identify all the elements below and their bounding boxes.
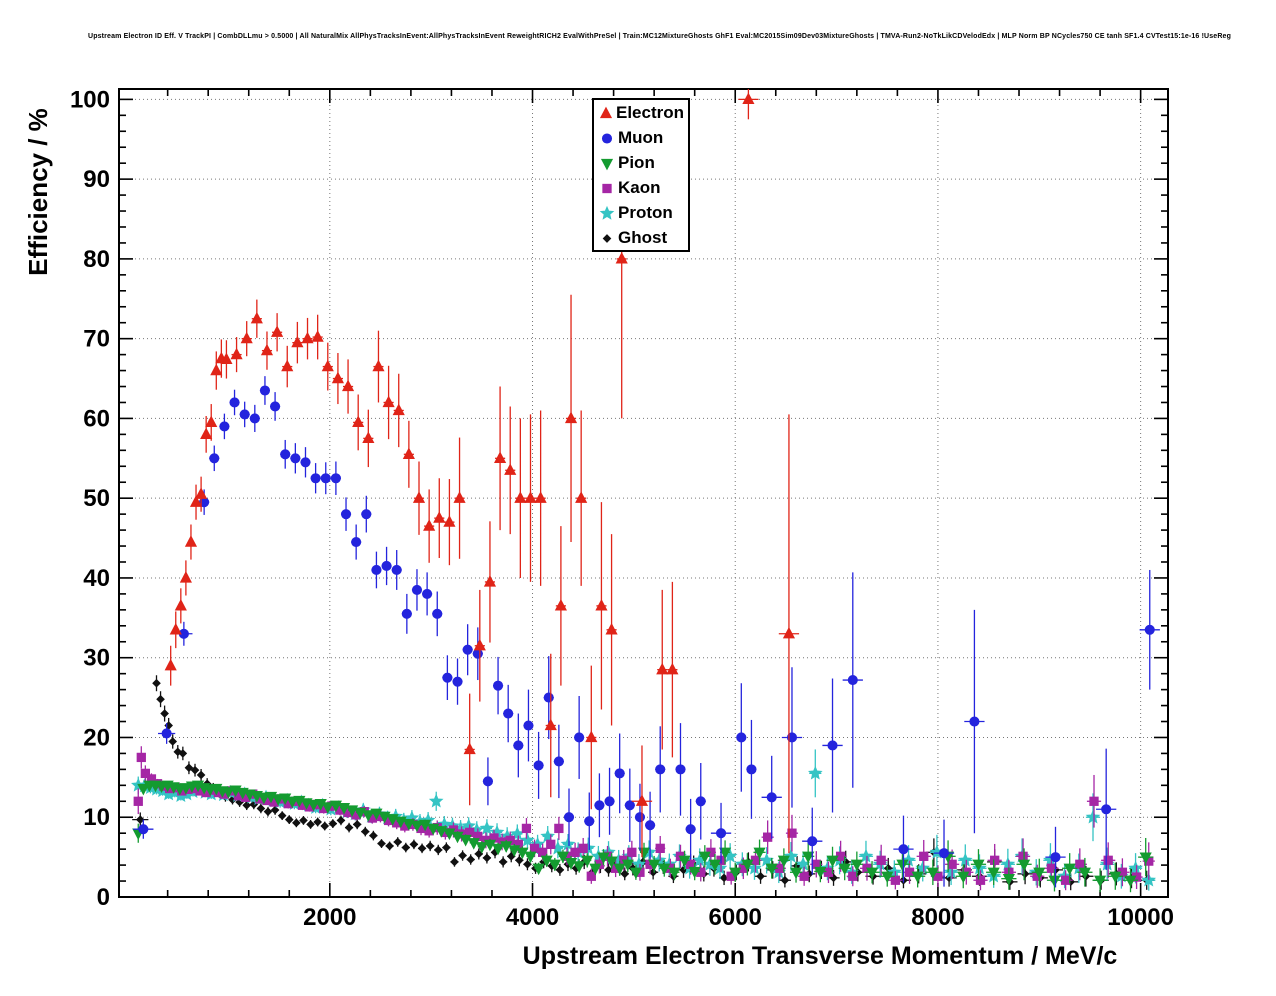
series-muon [133, 376, 1160, 888]
svg-text:20: 20 [83, 724, 110, 751]
svg-text:2000: 2000 [303, 904, 356, 931]
legend-label: Muon [618, 127, 664, 147]
muon-marker-icon [596, 128, 618, 148]
svg-text:40: 40 [83, 565, 110, 592]
legend-item-pion: Pion [594, 150, 688, 175]
svg-text:4000: 4000 [506, 904, 559, 931]
svg-text:80: 80 [83, 246, 110, 273]
legend-label: Ghost [618, 227, 668, 247]
kaon-marker-icon [596, 178, 618, 198]
proton-marker-icon [596, 203, 618, 223]
legend-item-proton: Proton [594, 200, 688, 225]
svg-text:60: 60 [83, 405, 110, 432]
plot-frame [118, 88, 1169, 898]
legend-label: Electron [616, 102, 685, 122]
svg-text:50: 50 [83, 485, 110, 512]
svg-text:6000: 6000 [709, 904, 762, 931]
plot-title: Upstream Electron ID Eff. V TrackPI | Co… [88, 33, 1232, 40]
svg-text:8000: 8000 [911, 904, 964, 931]
legend-label: Proton [618, 202, 673, 222]
x-axis-title: Upstream Electron Transverse Momentum / … [522, 942, 1118, 970]
legend: Electron Muon Pion Kaon Proton Ghost [592, 98, 690, 252]
legend-label: Kaon [618, 177, 661, 197]
svg-text:100: 100 [70, 86, 110, 113]
electron-marker-icon [596, 103, 616, 123]
legend-item-kaon: Kaon [594, 175, 688, 200]
svg-text:70: 70 [83, 326, 110, 353]
tick-labels: 0 10 20 30 40 50 60 70 80 90 100 2000 4000 6000 8000 10… [70, 86, 1174, 931]
series-electron [164, 89, 800, 858]
svg-text:90: 90 [83, 166, 110, 193]
svg-text:0: 0 [97, 884, 110, 911]
legend-item-muon: Muon [594, 125, 688, 150]
series-ghost [132, 675, 1155, 891]
svg-text:30: 30 [83, 645, 110, 672]
legend-item-ghost: Ghost [594, 225, 688, 250]
svg-text:10: 10 [83, 804, 110, 831]
axis-ticks [119, 89, 1168, 898]
svg-text:10000: 10000 [1107, 904, 1174, 931]
legend-label: Pion [618, 152, 655, 172]
ghost-marker-icon [596, 228, 618, 248]
pion-marker-icon [596, 153, 618, 173]
series-pion [132, 780, 1154, 893]
legend-item-electron: Electron [594, 100, 688, 125]
